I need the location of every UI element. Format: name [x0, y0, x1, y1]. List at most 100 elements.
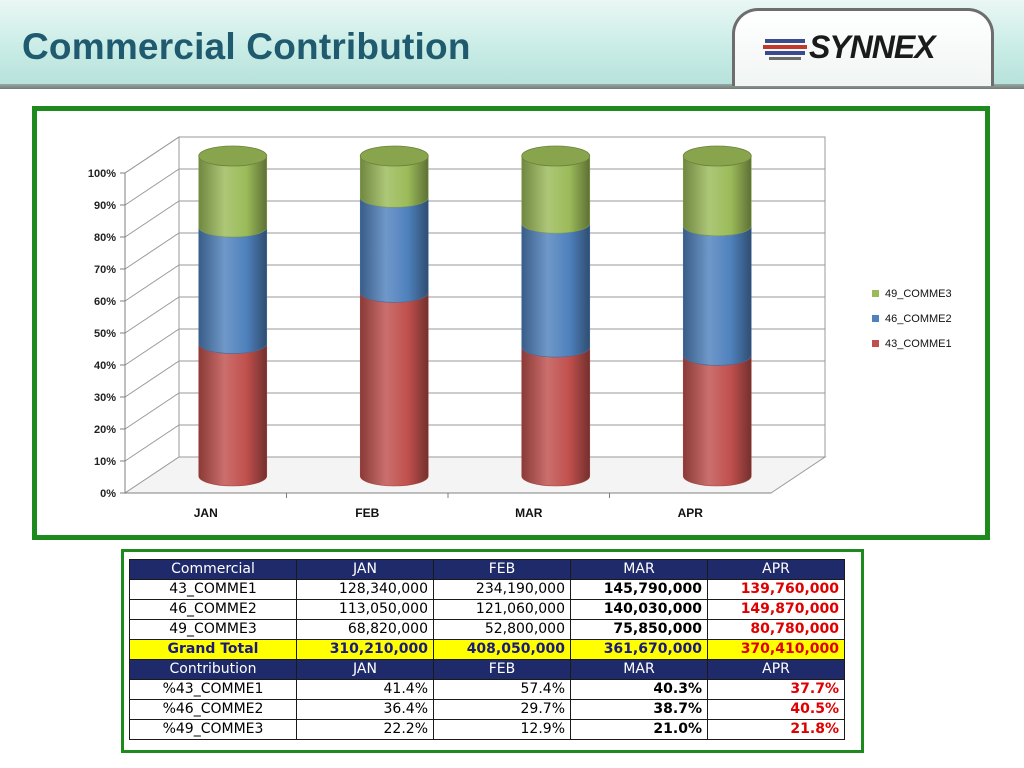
- row-label: 46_COMME2: [129, 599, 297, 620]
- amount-header-row: Commercial JAN FEB MAR APR: [129, 559, 845, 580]
- header-cell: FEB: [433, 659, 571, 680]
- header-cell: Commercial: [129, 559, 297, 580]
- y-tick-label: 100%: [88, 168, 116, 180]
- gridline: [124, 200, 825, 238]
- value-cell: 128,340,000: [296, 579, 434, 600]
- cylinder-top-feb: [359, 145, 429, 167]
- value-cell: 40.3%: [570, 679, 708, 700]
- header-cell: FEB: [433, 559, 571, 580]
- y-tick-label: 70%: [94, 264, 116, 276]
- legend-label-49_comme3: 49_COMME3: [885, 288, 952, 300]
- value-cell: 113,050,000: [296, 599, 434, 620]
- value-cell: 40.5%: [707, 699, 845, 720]
- value-cell: 80,780,000: [707, 619, 845, 640]
- value-cell: 12.9%: [433, 719, 571, 740]
- gridline: [124, 168, 825, 206]
- value-cell: 68,820,000: [296, 619, 434, 640]
- value-cell: 145,790,000: [570, 579, 708, 600]
- header-cell: MAR: [570, 659, 708, 680]
- row-label: Grand Total: [129, 639, 297, 660]
- y-tick-label: 80%: [94, 232, 116, 244]
- value-cell: 408,050,000: [433, 639, 571, 660]
- y-tick-label: 50%: [94, 328, 116, 340]
- header-cell: JAN: [296, 559, 434, 580]
- value-cell: 38.7%: [570, 699, 708, 720]
- header-cell: JAN: [296, 659, 434, 680]
- row-label: %43_COMME1: [129, 679, 297, 700]
- value-cell: 57.4%: [433, 679, 571, 700]
- gridline: [124, 264, 825, 302]
- synnex-logo-icon: [763, 39, 807, 60]
- cylinder-segment-49_comme3-apr: [682, 155, 752, 237]
- header-cell: APR: [707, 559, 845, 580]
- cylinder-segment-49_comme3-mar: [521, 155, 591, 234]
- value-cell: 37.7%: [707, 679, 845, 700]
- legend-label-43_comme1: 43_COMME1: [885, 338, 952, 350]
- data-table-frame: Commercial JAN FEB MAR APR 43_COMME1 128,340,0…: [121, 549, 864, 753]
- cylinder-segment-46_comme2-apr: [682, 225, 752, 366]
- contribution-row: %43_COMME1 41.4% 57.4% 40.3% 37.7%: [129, 679, 845, 700]
- x-tick-label-mar: MAR: [515, 506, 543, 520]
- value-cell: 361,670,000: [570, 639, 708, 660]
- value-cell: 370,410,000: [707, 639, 845, 660]
- cylinder-segment-46_comme2-jan: [198, 226, 268, 354]
- cylinder-segment-46_comme2-mar: [521, 223, 591, 358]
- y-tick-label: 0%: [100, 488, 116, 500]
- legend-swatch-46_comme2: [872, 315, 879, 322]
- value-cell: 21.8%: [707, 719, 845, 740]
- header-cell: APR: [707, 659, 845, 680]
- cylinder-segment-46_comme2-feb: [359, 197, 429, 303]
- cylinder-segment-43_comme1-feb: [359, 292, 429, 487]
- y-tick-label: 40%: [94, 360, 116, 372]
- y-tick-label: 90%: [94, 200, 116, 212]
- value-cell: 139,760,000: [707, 579, 845, 600]
- value-cell: 21.0%: [570, 719, 708, 740]
- page-title: Commercial Contribution: [22, 26, 471, 67]
- contribution-row: %46_COMME2 36.4% 29.7% 38.7% 40.5%: [129, 699, 845, 720]
- value-cell: 234,190,000: [433, 579, 571, 600]
- legend-swatch-49_comme3: [872, 290, 879, 297]
- gridline: [124, 392, 825, 430]
- gridline: [124, 296, 825, 334]
- value-cell: 36.4%: [296, 699, 434, 720]
- value-cell: 140,030,000: [570, 599, 708, 620]
- value-cell: 41.4%: [296, 679, 434, 700]
- amount-row: 46_COMME2 113,050,000 121,060,000 140,030,0…: [129, 599, 845, 620]
- amount-row: 43_COMME1 128,340,000 234,190,000 145,790,0…: [129, 579, 845, 600]
- cylinder-segment-49_comme3-jan: [198, 155, 268, 238]
- data-table: Commercial JAN FEB MAR APR 43_COMME1 128,340,0…: [129, 559, 845, 740]
- value-cell: 121,060,000: [433, 599, 571, 620]
- cylinder-segment-43_comme1-jan: [198, 343, 268, 487]
- value-cell: 149,870,000: [707, 599, 845, 620]
- x-tick-label-apr: APR: [678, 506, 704, 520]
- y-tick-label: 10%: [94, 456, 116, 468]
- y-tick-label: 60%: [94, 296, 116, 308]
- row-label: %49_COMME3: [129, 719, 297, 740]
- header-cell: MAR: [570, 559, 708, 580]
- grand-total-row: Grand Total 310,210,000 408,050,000 361,670…: [129, 639, 845, 660]
- value-cell: 75,850,000: [570, 619, 708, 640]
- header-cell: Contribution: [129, 659, 297, 680]
- cylinder-top-mar: [521, 145, 591, 167]
- legend-label-46_comme2: 46_COMME2: [885, 313, 952, 325]
- header-divider: [0, 84, 1024, 89]
- logo-text: SYNNEX: [809, 29, 936, 65]
- row-label: %46_COMME2: [129, 699, 297, 720]
- legend-swatch-43_comme1: [872, 340, 879, 347]
- row-label: 49_COMME3: [129, 619, 297, 640]
- contribution-row: %49_COMME3 22.2% 12.9% 21.0% 21.8%: [129, 719, 845, 740]
- logo: SYNNEX: [732, 8, 994, 86]
- value-cell: 52,800,000: [433, 619, 571, 640]
- stacked-cylinder-chart: 0% 10% 20% 30% 40% 50% 60% 70% 80% 90% 100% JAN FEB M…: [88, 136, 952, 520]
- value-cell: 22.2%: [296, 719, 434, 740]
- x-tick-label-jan: JAN: [194, 506, 218, 520]
- cylinder-segment-43_comme1-mar: [521, 346, 591, 487]
- value-cell: 29.7%: [433, 699, 571, 720]
- cylinder-segment-43_comme1-apr: [682, 355, 752, 487]
- contribution-header-row: Contribution JAN FEB MAR APR: [129, 659, 845, 680]
- gridline: [124, 232, 825, 270]
- gridline: [124, 424, 825, 462]
- cylinder-top-apr: [682, 145, 752, 167]
- gridline: [124, 360, 825, 398]
- chart-frame: 0% 10% 20% 30% 40% 50% 60% 70% 80% 90% 100% JAN FEB M…: [32, 106, 990, 540]
